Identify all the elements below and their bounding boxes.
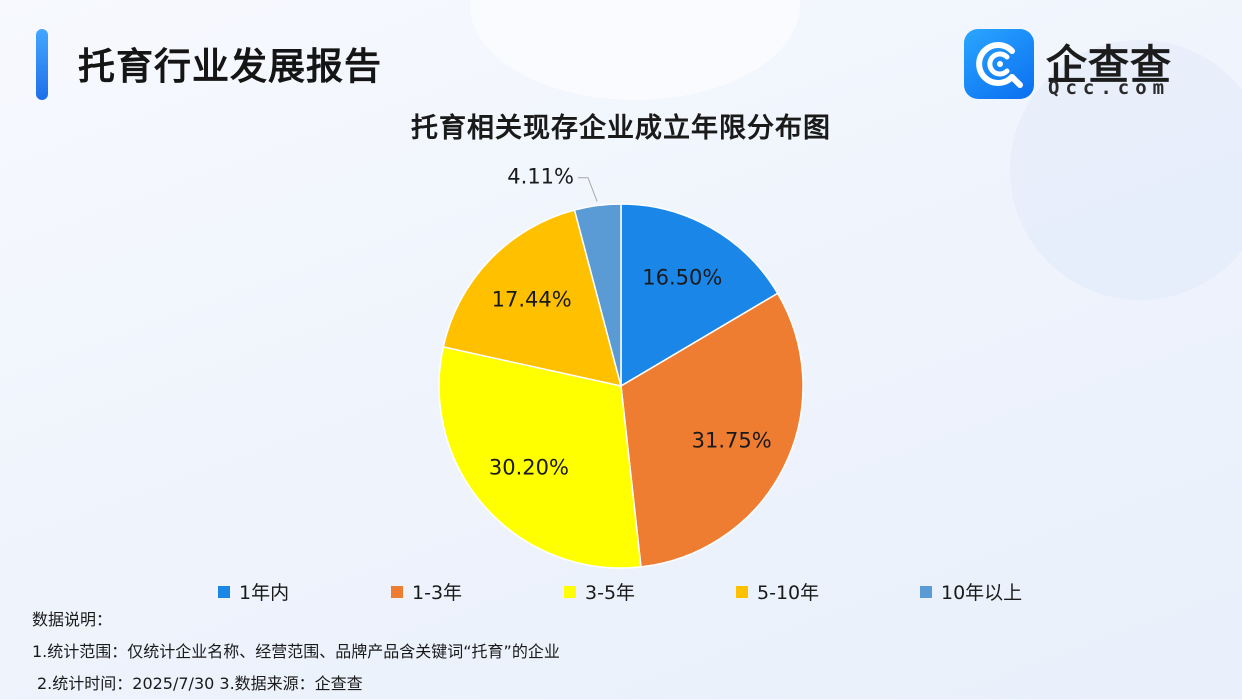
legend-swatch: [391, 585, 403, 598]
pie-slice: [620, 292, 804, 568]
chart-title: 托育相关现存企业成立年限分布图: [411, 113, 831, 144]
slice-label: 31.75%: [692, 428, 772, 452]
legend-swatch: [736, 585, 748, 598]
data-notes: 数据说明： 1.统计范围：仅统计企业名称、经营范围、品牌产品含关键词“托育”的企…: [32, 604, 560, 700]
legend-label: 1年内: [239, 582, 290, 604]
pie-slice: [438, 345, 642, 569]
legend-label: 10年以上: [941, 582, 1023, 604]
legend-swatch: [218, 585, 230, 598]
leader-line: [578, 177, 598, 202]
legend-item: 1-3年: [391, 578, 462, 605]
logo-subtitle: Qcc.com: [1048, 77, 1171, 99]
report-title: 托育行业发展报告: [78, 45, 382, 88]
legend-item: 10年以上: [920, 578, 1022, 605]
notes-scope: 1.统计范围：仅统计企业名称、经营范围、品牌产品含关键词“托育”的企业: [32, 642, 560, 661]
logo-name: 企查查: [1046, 41, 1172, 89]
legend-item: 1年内: [218, 578, 289, 605]
legend-item: 5-10年: [736, 578, 819, 605]
pie-slice: [620, 203, 779, 388]
legend-swatch: [920, 585, 932, 598]
chart-legend: 1年内 1-3年 3-5年 5-10年 10年以上: [0, 578, 1242, 606]
pie-slice: [573, 203, 622, 387]
notes-heading: 数据说明：: [32, 610, 113, 629]
legend-item: 3-5年: [564, 578, 635, 605]
slice-label: 17.44%: [492, 287, 572, 311]
legend-label: 3-5年: [585, 582, 636, 604]
legend-label: 5-10年: [757, 582, 820, 604]
qcc-logo-icon: [964, 29, 1034, 99]
legend-swatch: [564, 585, 576, 598]
notes-time-source: 2.统计时间：2025/7/30 3.数据来源：企查查: [37, 674, 363, 693]
pie-slice: [442, 209, 623, 387]
slice-label: 4.11%: [507, 165, 574, 189]
qcc-logo: 企查查 Qcc.com: [964, 29, 1204, 101]
header-accent-bar: [36, 29, 48, 100]
legend-label: 1-3年: [412, 582, 463, 604]
slice-label: 16.50%: [642, 266, 722, 290]
slice-label: 30.20%: [489, 456, 569, 480]
